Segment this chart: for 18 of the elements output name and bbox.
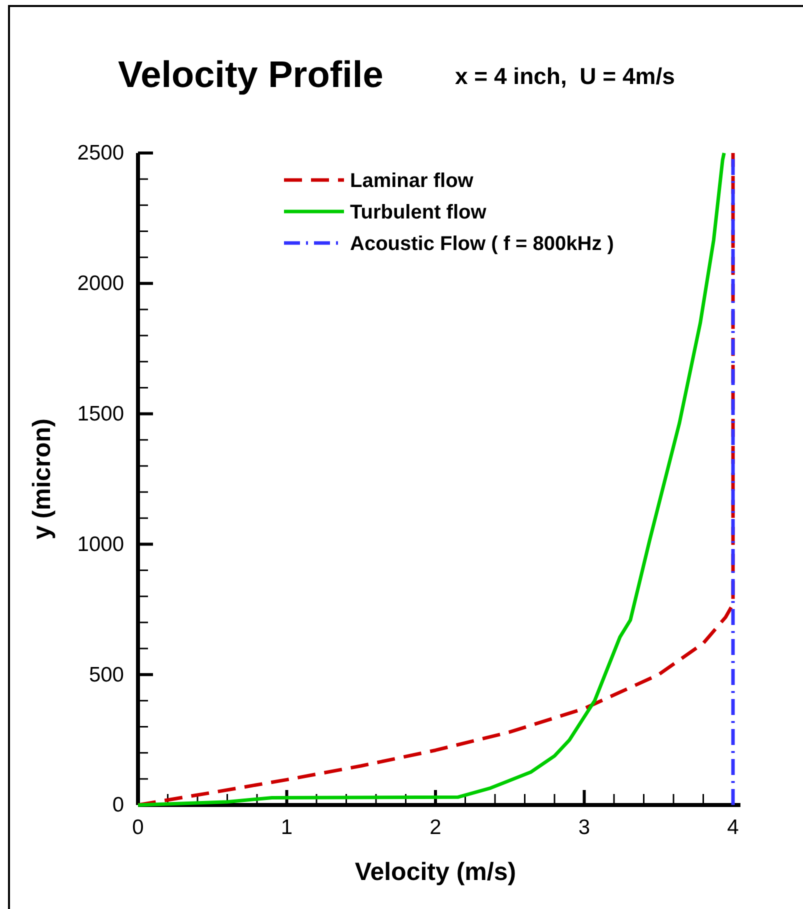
y-tick-label: 500 — [88, 663, 124, 686]
x-tick-label: 3 — [578, 816, 590, 839]
y-tick-label: 0 — [112, 794, 124, 817]
x-tick-label: 2 — [430, 816, 442, 839]
chart-subtitle: x = 4 inch, U = 4m/s — [455, 63, 675, 89]
y-tick-label: 1000 — [77, 532, 124, 556]
x-tick-label: 1 — [280, 816, 293, 839]
x-tick-label: 0 — [132, 816, 144, 839]
y-axis-title: y (micron) — [28, 418, 56, 540]
legend-label: Turbulent flow — [350, 202, 487, 224]
legend-label: Laminar flow — [350, 170, 474, 192]
chart-title: Velocity Profile — [118, 54, 384, 95]
legend-label: Acoustic Flow ( f = 800kHz ) — [350, 233, 614, 255]
x-tick-label: 4 — [727, 816, 740, 839]
y-tick-label: 2500 — [77, 142, 124, 165]
y-tick-label: 2000 — [77, 272, 124, 296]
y-tick-label: 1500 — [77, 402, 124, 426]
x-axis-title: Velocity (m/s) — [354, 858, 516, 886]
